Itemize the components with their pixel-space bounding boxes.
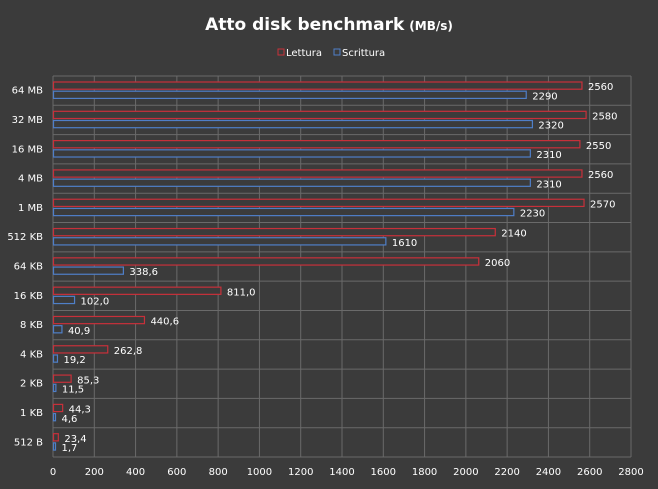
- bar-lettura-512-b: [52, 433, 59, 442]
- bar-lettura-16-kb: [52, 286, 222, 295]
- bar-scrittura-32-mb: [52, 119, 534, 129]
- data-label-lettura-64-mb: 2560: [588, 82, 613, 93]
- bar-scrittura-8-kb: [52, 325, 63, 334]
- bar-scrittura-64-kb: [52, 266, 124, 275]
- data-label-lettura-1-kb: 44,3: [69, 405, 91, 416]
- x-tick-label: 1800: [412, 467, 437, 478]
- bar-lettura-1-kb: [52, 403, 64, 413]
- data-label-lettura-4-mb: 2560: [588, 170, 613, 181]
- y-tick-label: 1 KB: [20, 408, 43, 419]
- bar-scrittura-4-kb: [52, 354, 59, 363]
- data-label-lettura-1-mb: 2570: [590, 199, 615, 210]
- legend: Lettura Scrittura: [277, 48, 385, 59]
- bar-lettura-64-kb: [52, 257, 480, 266]
- x-tick-label: 1200: [288, 467, 313, 478]
- y-tick-label: 8 KB: [20, 320, 43, 331]
- legend-swatch-lettura: [277, 48, 285, 56]
- bar-lettura-8-kb: [52, 315, 146, 325]
- data-label-lettura-512-kb: 2140: [501, 229, 526, 240]
- y-axis-labels: 64 MB 32 MB 16 MB 4 MB 1 MB 512 KB 64 KB 16 KB 8…: [7, 86, 43, 449]
- bar-lettura-32-mb: [52, 110, 587, 120]
- data-label-scrittura-16-kb: 102,0: [81, 297, 110, 308]
- data-label-scrittura-64-kb: 338,6: [129, 267, 158, 278]
- y-tick-label: 32 MB: [12, 115, 44, 126]
- data-label-lettura-8-kb: 440,6: [150, 317, 179, 328]
- x-tick-label: 2000: [453, 467, 478, 478]
- y-tick-label: 512 B: [14, 437, 43, 448]
- chart-title-unit: (MB/s): [409, 19, 453, 33]
- legend-swatch-scrittura: [333, 48, 341, 56]
- y-tick-label: 16 MB: [12, 144, 44, 155]
- bar-scrittura-512-b: [52, 442, 57, 451]
- data-label-scrittura-4-mb: 2310: [536, 179, 561, 190]
- data-label-lettura-16-kb: 811,0: [227, 287, 256, 298]
- data-label-lettura-2-kb: 85,3: [77, 375, 99, 386]
- x-tick-label: 2400: [536, 467, 561, 478]
- bar-lettura-4-kb: [52, 345, 109, 354]
- x-tick-label: 1000: [247, 467, 272, 478]
- y-tick-label: 16 KB: [14, 291, 43, 302]
- bar-scrittura-1-mb: [52, 207, 515, 217]
- x-tick-label: 2600: [577, 467, 602, 478]
- bars: 2560 2290 2580 2320 2550 2310 2560 2310 2570 2230…: [52, 81, 618, 454]
- chart-title-text: Atto disk benchmark: [205, 15, 405, 35]
- gridlines: [52, 75, 632, 458]
- bar-lettura-2-kb: [52, 374, 72, 383]
- data-label-lettura-64-kb: 2060: [485, 258, 510, 269]
- bar-scrittura-64-mb: [52, 90, 527, 99]
- data-label-scrittura-512-kb: 1610: [392, 238, 417, 249]
- y-tick-label: 64 MB: [12, 86, 44, 97]
- data-label-scrittura-8-kb: 40,9: [68, 326, 90, 337]
- x-tick-label: 800: [209, 467, 228, 478]
- x-tick-label: 400: [126, 467, 145, 478]
- data-label-scrittura-2-kb: 11,5: [62, 384, 84, 395]
- bar-scrittura-512-kb: [52, 237, 387, 246]
- bar-scrittura-16-kb: [52, 295, 76, 305]
- data-label-scrittura-1-mb: 2230: [520, 209, 545, 220]
- x-tick-label: 200: [85, 467, 104, 478]
- data-label-scrittura-32-mb: 2320: [538, 121, 563, 132]
- legend-label-scrittura: Scrittura: [342, 48, 385, 59]
- x-tick-label: 0: [50, 467, 56, 478]
- bar-lettura-1-mb: [52, 198, 585, 208]
- chart-title: Atto disk benchmark (MB/s): [205, 15, 453, 35]
- x-tick-label: 2200: [494, 467, 519, 478]
- bar-scrittura-1-kb: [52, 412, 57, 422]
- bar-scrittura-2-kb: [52, 383, 57, 393]
- y-tick-label: 64 KB: [14, 262, 43, 273]
- x-tick-label: 2800: [618, 467, 643, 478]
- data-label-scrittura-512-b: 1,7: [62, 443, 78, 454]
- bar-lettura-64-mb: [52, 81, 583, 90]
- x-tick-label: 1400: [329, 467, 354, 478]
- x-tick-label: 600: [167, 467, 186, 478]
- data-label-scrittura-64-mb: 2290: [532, 91, 557, 102]
- data-label-lettura-32-mb: 2580: [592, 112, 617, 123]
- legend-label-lettura: Lettura: [286, 48, 322, 59]
- y-tick-label: 4 MB: [18, 174, 43, 185]
- x-tick-label: 1600: [371, 467, 396, 478]
- y-tick-label: 512 KB: [7, 232, 43, 243]
- data-label-lettura-512-b: 23,4: [64, 434, 86, 445]
- bar-scrittura-16-mb: [52, 149, 531, 158]
- data-label-scrittura-16-mb: 2310: [536, 150, 561, 161]
- bar-lettura-512-kb: [52, 227, 496, 237]
- bar-lettura-16-mb: [52, 140, 581, 149]
- data-label-lettura-16-mb: 2550: [586, 141, 611, 152]
- data-label-lettura-4-kb: 262,8: [114, 346, 143, 357]
- data-label-scrittura-1-kb: 4,6: [62, 414, 78, 425]
- y-tick-label: 4 KB: [20, 349, 43, 360]
- y-tick-label: 1 MB: [18, 203, 43, 214]
- data-label-scrittura-4-kb: 19,2: [63, 355, 85, 366]
- bar-scrittura-4-mb: [52, 178, 531, 187]
- bar-lettura-4-mb: [52, 169, 583, 178]
- y-tick-label: 2 KB: [20, 379, 43, 390]
- x-axis-labels: 0 200 400 600 800 1000 1200 1400 1600 1800 2000 220…: [50, 467, 644, 478]
